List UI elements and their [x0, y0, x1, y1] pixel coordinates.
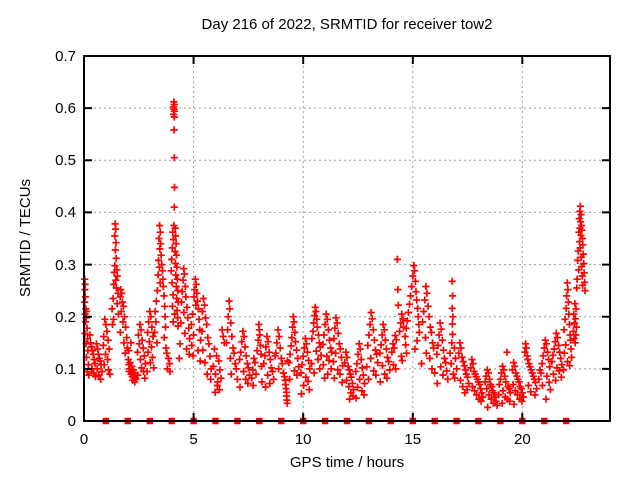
y-tick-label: 0	[67, 413, 76, 430]
chart-title: Day 216 of 2022, SRMTID for receiver tow…	[201, 16, 493, 33]
x-tick-label: 15	[404, 431, 422, 448]
x-axis-label: GPS time / hours	[289, 454, 405, 471]
x-tick-label: 0	[79, 431, 89, 448]
x-tick-label: 5	[189, 431, 198, 448]
y-tick-label: 0.4	[55, 204, 76, 222]
y-tick-label: 0.1	[55, 360, 76, 378]
y-tick-label: 0.3	[55, 256, 76, 274]
scatter-points	[81, 98, 589, 411]
x-tick-label: 10	[294, 431, 312, 448]
y-tick-label: 0.2	[55, 308, 76, 326]
x-tick-label: 20	[513, 431, 531, 448]
y-tick-label: 0.5	[55, 152, 76, 170]
y-tick-label: 0.6	[55, 100, 76, 118]
y-axis-label: SRMTID / TECUs	[17, 178, 34, 298]
y-tick-label: 0.7	[55, 48, 76, 65]
plot-border	[83, 55, 611, 422]
axis-ticks	[83, 55, 610, 422]
